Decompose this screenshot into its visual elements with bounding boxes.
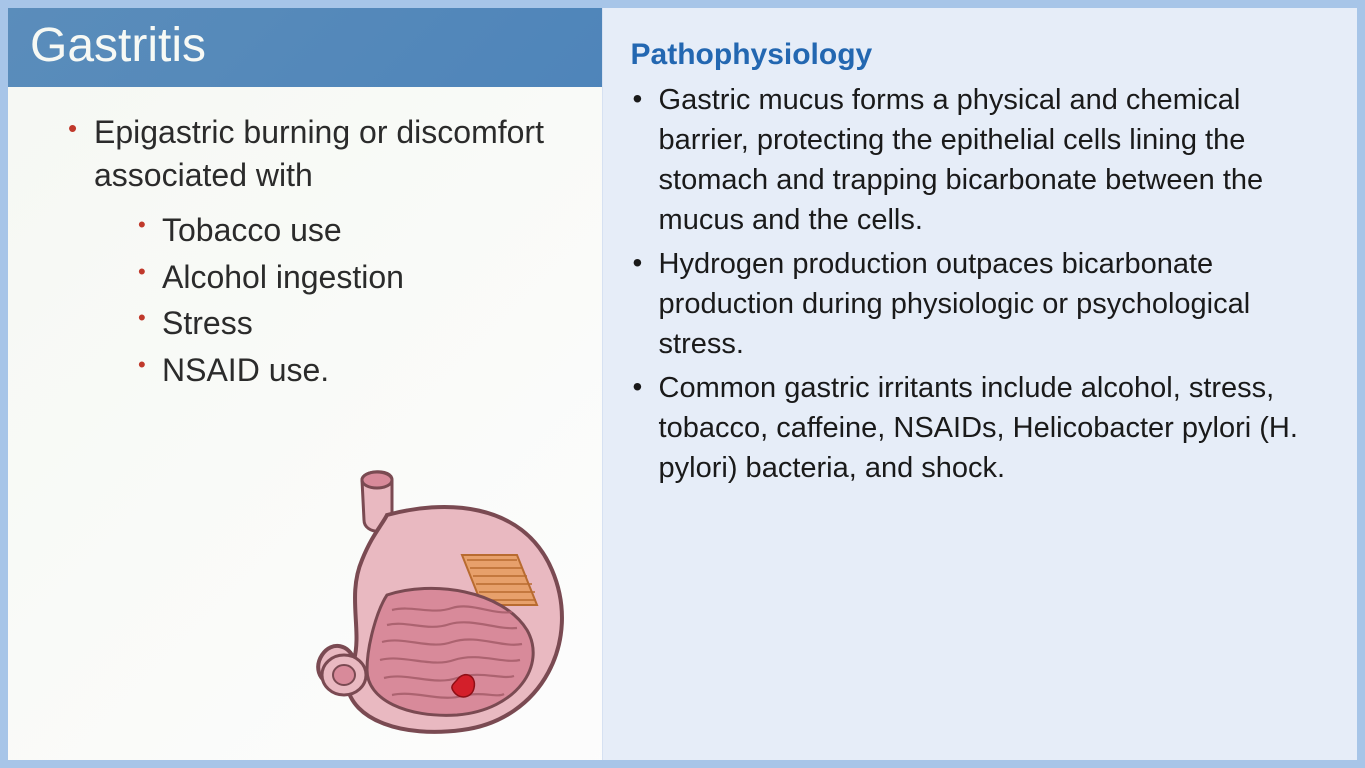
cause-item: NSAID use. (138, 347, 582, 393)
pathophysiology-item: Common gastric irritants include alcohol… (631, 368, 1329, 488)
stomach-illustration (292, 460, 592, 750)
page-title: Gastritis (30, 19, 206, 72)
symptom-primary: Epigastric burning or discomfort associa… (68, 111, 582, 393)
pathophysiology-item: Hydrogen production outpaces bicarbonate… (631, 244, 1329, 364)
symptom-primary-text: Epigastric burning or discomfort associa… (94, 114, 544, 193)
pathophysiology-item-text: Gastric mucus forms a physical and chemi… (659, 84, 1264, 236)
cause-item-text: NSAID use. (162, 352, 329, 388)
right-panel: Pathophysiology Gastric mucus forms a ph… (602, 8, 1357, 760)
stomach-icon (292, 460, 592, 750)
pathophysiology-item: Gastric mucus forms a physical and chemi… (631, 80, 1329, 240)
cause-item-text: Stress (162, 305, 253, 341)
cause-item: Stress (138, 300, 582, 346)
cause-item: Alcohol ingestion (138, 254, 582, 300)
pathophysiology-item-text: Hydrogen production outpaces bicarbonate… (659, 248, 1251, 360)
title-bar: Gastritis (8, 8, 602, 87)
pathophysiology-item-text: Common gastric irritants include alcohol… (659, 372, 1298, 484)
left-content: Epigastric burning or discomfort associa… (8, 87, 602, 393)
slide: Gastritis Epigastric burning or discomfo… (8, 8, 1357, 760)
cause-item-text: Alcohol ingestion (162, 259, 404, 295)
symptom-list: Epigastric burning or discomfort associa… (68, 111, 582, 393)
pathophysiology-heading: Pathophysiology (631, 38, 1329, 72)
pathophysiology-list: Gastric mucus forms a physical and chemi… (631, 80, 1329, 488)
left-panel: Gastritis Epigastric burning or discomfo… (8, 8, 602, 760)
cause-item: Tobacco use (138, 207, 582, 253)
cause-sublist: Tobacco use Alcohol ingestion Stress NSA… (94, 207, 582, 393)
cause-item-text: Tobacco use (162, 212, 342, 248)
